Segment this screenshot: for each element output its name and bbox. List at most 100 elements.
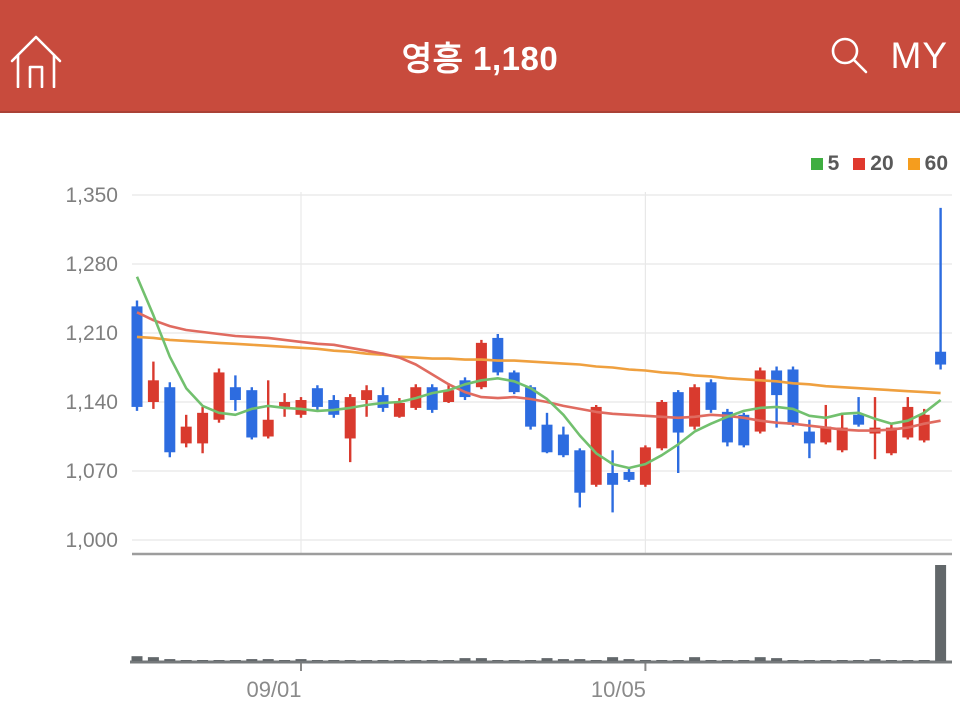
volume-bar [426,660,438,661]
candle-body [492,337,504,373]
volume-bar [705,660,717,661]
candle-body [426,387,438,410]
ma20-line [136,311,941,432]
candle-body [689,387,701,427]
candle-body [656,402,668,449]
volume-bar [590,660,602,661]
volume-bar [935,565,947,661]
candle-body [557,434,569,456]
volume-bar [820,660,832,661]
volume-bar [475,658,487,661]
candle-body [262,419,274,437]
ma20-label: 20 [870,152,894,175]
volume-bar [295,659,307,661]
volume-bar [672,660,684,661]
volume-bar [918,660,930,661]
volume-bar [361,660,373,661]
volume-bar [328,660,340,661]
volume-bar [771,658,783,661]
volume-bar [541,658,553,661]
volume-bar [836,660,848,661]
ma20-swatch [853,158,866,170]
candle-body [754,370,766,432]
volume-bar [443,660,455,661]
volume-bar [721,660,733,661]
y-axis-label: 1,280 [65,253,118,276]
volume-bar [525,660,537,661]
candle-body [475,342,487,388]
candle-body [229,387,241,401]
candle-body [836,427,848,451]
volume-bar [689,657,701,661]
candle-body [164,387,176,453]
candle-body [180,426,192,444]
candle-body [393,402,405,417]
candle-body [279,402,291,407]
candle-body [918,414,930,441]
search-button[interactable] [827,34,871,78]
candle-body [803,431,815,444]
volume-bar [131,656,143,661]
candle-body [328,400,340,415]
volume-bar [262,659,274,661]
volume-bar [754,657,766,661]
candle-body [377,395,389,408]
volume-bar [885,660,897,661]
x-axis-label: 09/01 [246,677,301,702]
volume-bar [311,660,323,661]
candle-body [344,397,356,439]
volume-bar [574,659,586,661]
volume-bar [377,660,389,661]
candle-body [147,380,159,402]
candle-body [721,411,733,443]
volume-bar [656,660,668,661]
page-title: 영흥 1,180 [401,39,559,77]
candle-body [574,450,586,493]
candle-body [525,387,537,427]
search-icon [831,37,867,73]
candle-body [705,382,717,410]
candle-body [541,424,553,453]
volume-bar [607,657,619,661]
volume-bar [557,659,569,661]
candle-body [213,372,225,420]
candle-body [738,414,750,446]
volume-bar [902,660,914,661]
ma5-label: 5 [827,152,840,175]
candle-body [131,306,143,407]
volume-bar [147,657,159,661]
volume-bar [197,660,209,661]
volume-bar [410,660,422,661]
home-icon [10,35,62,89]
volume-bar [508,660,520,661]
my-button[interactable]: MY [887,35,953,77]
volume-bar [279,660,291,661]
home-button[interactable] [8,28,64,90]
candle-body [623,471,635,480]
legend-item-ma20: 20 [853,152,894,176]
volume-bar [180,660,192,661]
candle-body [771,370,783,396]
y-axis-label: 1,350 [65,184,118,207]
ma60-swatch [907,158,920,170]
volume-bar [623,659,635,661]
y-axis-label: 1,070 [65,460,118,483]
candle-body [443,390,455,402]
candle-body [590,406,602,485]
volume-bar [164,659,176,661]
ma-legend: 5 20 60 [810,152,948,176]
volume-bar [459,658,471,661]
volume-bar [492,660,504,661]
volume-bar [738,660,750,661]
volume-bar [639,660,651,661]
legend-item-ma5: 5 [810,152,840,176]
candle-body [885,427,897,454]
candle-body [853,414,865,425]
volume-bar [344,660,356,661]
y-axis-label: 1,140 [65,391,118,414]
candle-body [295,400,307,415]
ma5-swatch [810,158,823,170]
y-axis-label: 1,210 [65,322,118,345]
candle-body [672,392,684,433]
